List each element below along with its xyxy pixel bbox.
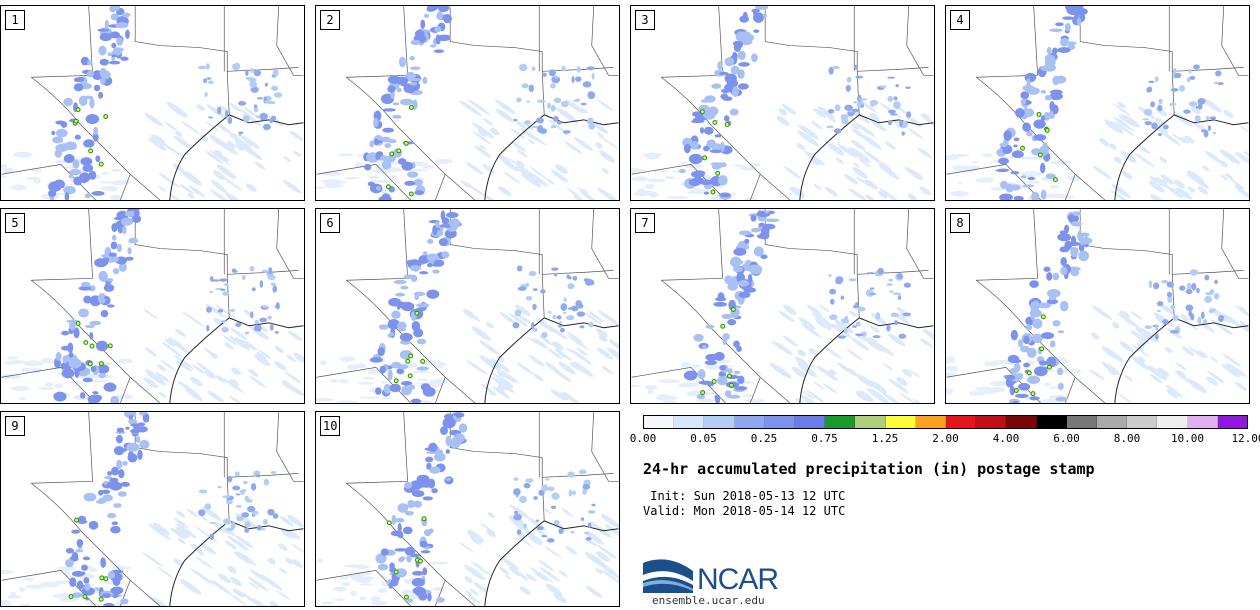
colorbar-swatch <box>915 416 947 428</box>
colorbar-swatch <box>946 416 977 428</box>
ensemble-member-panel-2: 2 <box>315 5 620 201</box>
precip-map <box>316 209 619 403</box>
precip-map <box>946 6 1249 200</box>
colorbar-tick-label: 12.00 <box>1231 432 1260 445</box>
precip-map <box>631 6 934 200</box>
ncar-logo-text: NCAR <box>697 563 779 596</box>
precip-map <box>946 209 1249 403</box>
ensemble-member-panel-1: 1 <box>0 5 305 201</box>
colorbar-swatch <box>1097 416 1128 428</box>
member-number-label: 9 <box>5 416 25 436</box>
ensemble-member-panel-7: 7 <box>630 208 935 404</box>
colorbar-swatch <box>1006 416 1037 428</box>
precip-map <box>631 209 934 403</box>
colorbar-tick-label: 8.00 <box>1113 432 1141 445</box>
colorbar-swatch <box>1217 416 1248 428</box>
colorbar-tick-label: 10.00 <box>1170 432 1205 445</box>
ensemble-member-panel-5: 5 <box>0 208 305 404</box>
ensemble-member-panel-8: 8 <box>945 208 1250 404</box>
colorbar-swatch <box>1187 416 1218 428</box>
colorbar-swatch <box>704 416 735 428</box>
colorbar-swatch <box>855 416 886 428</box>
member-number-label: 3 <box>635 10 655 30</box>
colorbar-swatch <box>1036 416 1067 428</box>
colorbar-swatch <box>795 416 826 428</box>
precip-map <box>1 412 304 606</box>
colorbar-tick-label: 0.00 <box>629 432 657 445</box>
colorbar-tick-labels: 0.00 0.05 0.25 0.75 1.25 2.00 4.00 6.00 8.00 10.0… <box>630 432 1260 448</box>
colorbar-swatch <box>644 416 675 428</box>
colorbar-swatch <box>1127 416 1158 428</box>
colorbar-tick-label: 0.25 <box>750 432 778 445</box>
colorbar-swatch <box>764 416 796 428</box>
colorbar-swatch <box>885 416 916 428</box>
colorbar-tick-label: 1.25 <box>871 432 899 445</box>
colorbar-tick-label: 4.00 <box>992 432 1020 445</box>
member-number-label: 8 <box>950 213 970 233</box>
colorbar-swatch <box>1066 416 1098 428</box>
colorbar-swatch <box>825 416 856 428</box>
precip-map <box>1 6 304 200</box>
member-number-label: 4 <box>950 10 970 30</box>
member-number-label: 5 <box>5 213 25 233</box>
member-number-label: 1 <box>5 10 25 30</box>
member-number-label: 10 <box>320 416 341 436</box>
ensemble-member-panel-10: 10 <box>315 411 620 607</box>
colorbar-swatch <box>1157 416 1188 428</box>
member-number-label: 6 <box>320 213 340 233</box>
colorbar-tick-label: 2.00 <box>932 432 959 445</box>
precip-map <box>1 209 304 403</box>
member-number-label: 7 <box>635 213 655 233</box>
init-time: Init: Sun 2018-05-13 12 UTC <box>643 489 846 503</box>
precip-map <box>316 6 619 200</box>
ensemble-member-panel-9: 9 <box>0 411 305 607</box>
member-number-label: 2 <box>320 10 340 30</box>
figure-title: 24-hr accumulated precipitation (in) pos… <box>643 460 1095 478</box>
colorbar-swatch <box>674 416 705 428</box>
ensemble-member-panel-3: 3 <box>630 5 935 201</box>
colorbar-tick-label: 0.75 <box>811 432 838 445</box>
ensemble-member-panel-6: 6 <box>315 208 620 404</box>
colorbar-swatch <box>976 416 1007 428</box>
colorbar-tick-label: 6.00 <box>1053 432 1080 445</box>
valid-time: Valid: Mon 2018-05-14 12 UTC <box>643 504 846 518</box>
precip-colorbar <box>643 415 1248 429</box>
ncar-logo-icon <box>643 553 693 593</box>
colorbar-tick-label: 0.05 <box>690 432 717 445</box>
website-url: ensemble.ucar.edu <box>652 594 765 607</box>
precip-map <box>316 412 619 606</box>
ensemble-member-panel-4: 4 <box>945 5 1250 201</box>
colorbar-swatch <box>734 416 765 428</box>
